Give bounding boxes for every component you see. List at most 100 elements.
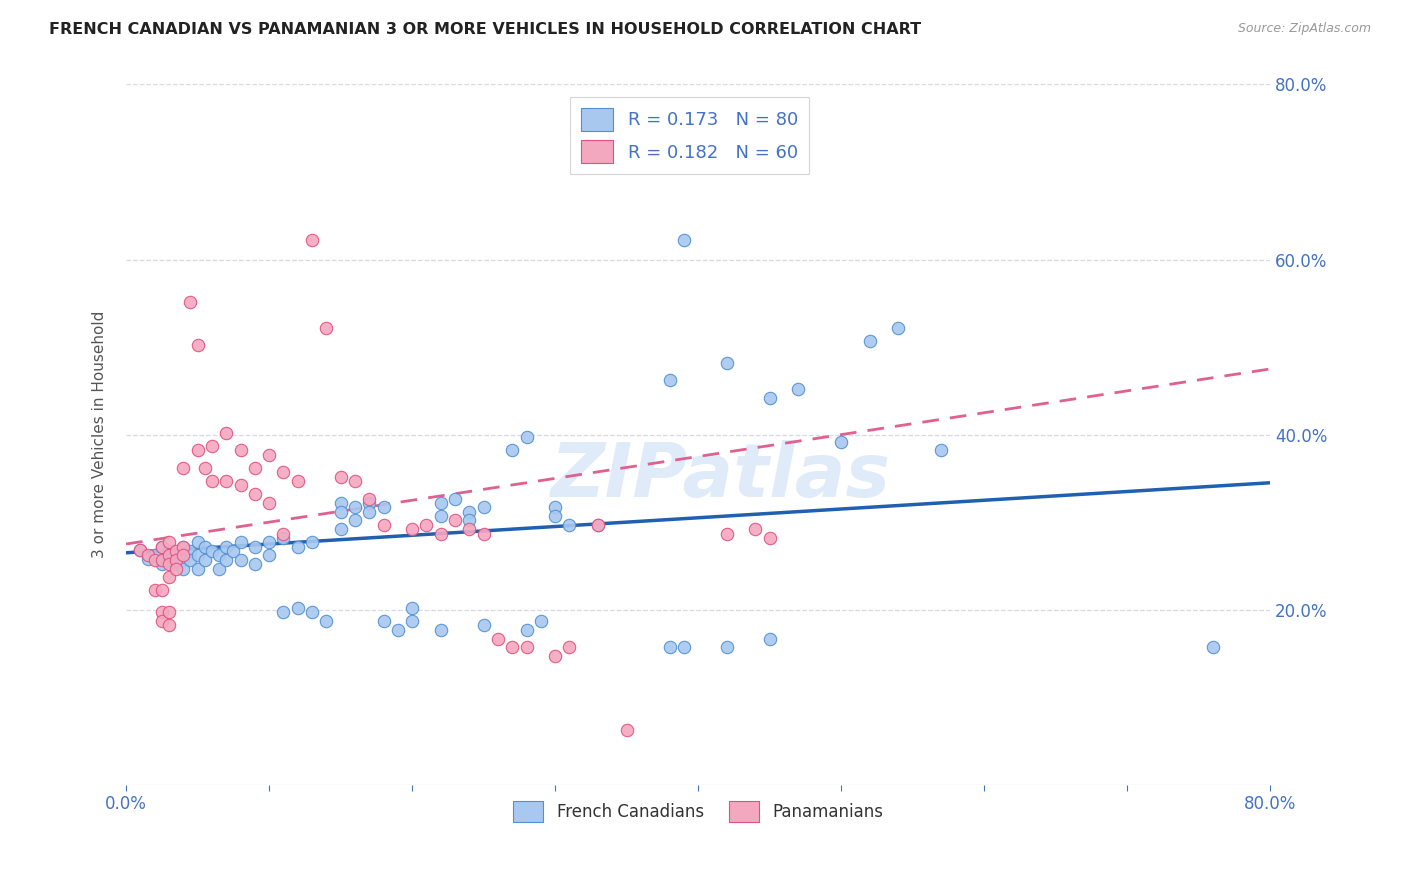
Point — [257, 535, 280, 549]
Point — [187, 535, 209, 549]
Point — [516, 623, 538, 637]
Point — [229, 535, 252, 549]
Point — [229, 553, 252, 567]
Point — [429, 496, 451, 510]
Point — [287, 601, 309, 615]
Point — [558, 517, 581, 532]
Point — [401, 614, 423, 628]
Point — [544, 500, 567, 515]
Point — [157, 535, 180, 549]
Point — [172, 461, 194, 475]
Point — [787, 382, 810, 396]
Point — [273, 526, 295, 541]
Point — [359, 491, 381, 506]
Point — [165, 557, 187, 571]
Point — [716, 526, 738, 541]
Point — [129, 543, 152, 558]
Point — [343, 513, 366, 527]
Point — [165, 561, 187, 575]
Point — [243, 557, 266, 571]
Point — [150, 605, 173, 619]
Point — [157, 553, 180, 567]
Text: Source: ZipAtlas.com: Source: ZipAtlas.com — [1237, 22, 1371, 36]
Point — [401, 522, 423, 536]
Point — [215, 425, 238, 440]
Point — [472, 618, 495, 632]
Point — [516, 640, 538, 655]
Point — [758, 632, 780, 646]
Point — [229, 443, 252, 458]
Point — [208, 549, 231, 563]
Point — [486, 632, 509, 646]
Point — [472, 500, 495, 515]
Point — [157, 570, 180, 584]
Point — [187, 561, 209, 575]
Point — [257, 549, 280, 563]
Point — [136, 549, 159, 563]
Point — [157, 544, 180, 558]
Point — [616, 723, 638, 738]
Point — [273, 465, 295, 479]
Point — [359, 505, 381, 519]
Point — [373, 517, 395, 532]
Point — [243, 461, 266, 475]
Point — [501, 443, 523, 458]
Point — [273, 531, 295, 545]
Point — [150, 540, 173, 554]
Point — [415, 517, 437, 532]
Point — [143, 549, 166, 563]
Point — [157, 557, 180, 571]
Point — [716, 640, 738, 655]
Legend: French Canadians, Panamanians: French Canadians, Panamanians — [506, 794, 890, 829]
Point — [229, 478, 252, 492]
Point — [143, 583, 166, 598]
Point — [373, 500, 395, 515]
Point — [172, 553, 194, 567]
Point — [172, 561, 194, 575]
Point — [194, 461, 217, 475]
Point — [501, 640, 523, 655]
Point — [672, 233, 695, 247]
Text: ZIPatlas: ZIPatlas — [551, 440, 891, 513]
Point — [243, 487, 266, 501]
Point — [586, 517, 609, 532]
Point — [586, 517, 609, 532]
Point — [179, 553, 201, 567]
Point — [179, 544, 201, 558]
Point — [329, 505, 352, 519]
Point — [672, 640, 695, 655]
Point — [215, 553, 238, 567]
Point — [201, 474, 224, 488]
Point — [329, 496, 352, 510]
Point — [429, 508, 451, 523]
Point — [150, 553, 173, 567]
Point — [329, 469, 352, 483]
Point — [172, 540, 194, 554]
Point — [458, 505, 481, 519]
Point — [201, 439, 224, 453]
Point — [287, 474, 309, 488]
Point — [172, 540, 194, 554]
Point — [444, 491, 467, 506]
Point — [859, 334, 882, 348]
Point — [179, 294, 201, 309]
Point — [165, 553, 187, 567]
Point — [401, 601, 423, 615]
Point — [830, 434, 852, 449]
Point — [359, 496, 381, 510]
Point — [558, 640, 581, 655]
Point — [530, 614, 553, 628]
Y-axis label: 3 or more Vehicles in Household: 3 or more Vehicles in Household — [93, 311, 107, 558]
Point — [472, 526, 495, 541]
Point — [201, 544, 224, 558]
Point — [343, 474, 366, 488]
Point — [315, 614, 337, 628]
Point — [150, 583, 173, 598]
Point — [215, 540, 238, 554]
Point — [458, 522, 481, 536]
Point — [243, 540, 266, 554]
Point — [257, 496, 280, 510]
Point — [1202, 640, 1225, 655]
Point — [544, 508, 567, 523]
Point — [387, 623, 409, 637]
